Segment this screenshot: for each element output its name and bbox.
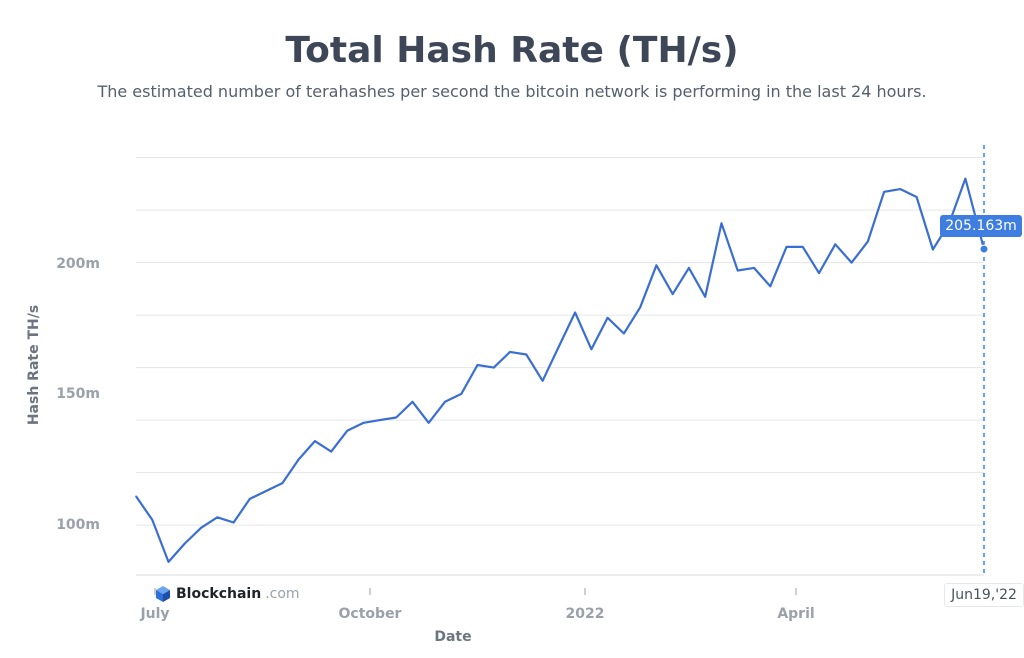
data-point	[395, 416, 398, 419]
data-point	[476, 364, 479, 366]
hover-date-label: Jun19,'22	[944, 583, 1024, 607]
data-point	[915, 196, 918, 198]
data-point	[281, 482, 284, 484]
data-point	[427, 421, 430, 424]
data-point	[671, 293, 674, 295]
data-point	[151, 519, 154, 521]
x-tick-label: 2022	[565, 606, 605, 622]
data-point	[167, 561, 170, 563]
data-point	[183, 542, 186, 545]
data-point	[818, 272, 820, 274]
data-point	[785, 246, 788, 248]
data-point	[135, 495, 137, 498]
blockchain-cube-icon	[156, 586, 170, 602]
data-point	[346, 429, 349, 432]
data-point	[314, 440, 316, 442]
data-point	[606, 316, 609, 319]
data-point	[330, 450, 332, 453]
data-point	[232, 521, 235, 524]
y-axis-label: Hash Rate TH/s	[26, 304, 42, 426]
hover-point	[979, 244, 989, 254]
data-point	[964, 177, 967, 180]
data-point	[753, 267, 755, 269]
data-point	[688, 267, 690, 269]
y-tick-label: 100m	[56, 517, 100, 533]
data-point	[525, 353, 528, 356]
data-point	[720, 222, 723, 225]
data-point	[558, 345, 560, 348]
data-point	[883, 190, 885, 193]
data-point	[639, 306, 641, 309]
data-point	[249, 498, 251, 500]
data-point	[801, 246, 804, 248]
y-tick-label: 150m	[56, 386, 100, 402]
x-axis-label: Date	[434, 629, 472, 645]
brand-suffix: .com	[265, 586, 300, 602]
data-point	[379, 419, 381, 421]
x-tick-label: April	[777, 606, 815, 622]
data-point	[492, 366, 495, 369]
x-tick-label: October	[338, 606, 402, 622]
data-point	[460, 393, 463, 395]
data-point	[867, 240, 869, 243]
data-point	[362, 421, 365, 424]
hash-rate-line	[135, 177, 986, 563]
chart-title: Total Hash Rate (TH/s)	[285, 30, 739, 71]
chart-subtitle: The estimated number of terahashes per s…	[97, 82, 927, 101]
data-point	[509, 351, 511, 353]
brand-logo[interactable]: Blockchain .com	[154, 585, 300, 603]
brand-name: Blockchain	[176, 586, 262, 602]
data-point	[200, 526, 202, 529]
data-point	[704, 295, 707, 298]
x-tick-label: July	[140, 606, 170, 622]
data-point	[769, 285, 772, 288]
data-point	[623, 332, 625, 335]
data-point	[541, 379, 544, 382]
data-point	[932, 248, 934, 251]
data-point	[850, 261, 853, 264]
data-point	[655, 264, 658, 267]
data-point	[834, 243, 837, 246]
hover-value-tooltip: 205.163m	[940, 215, 1022, 237]
data-point	[265, 490, 267, 492]
data-point	[297, 458, 300, 461]
data-point	[899, 188, 902, 190]
y-tick-label: 200m	[56, 256, 100, 272]
data-point	[574, 311, 576, 314]
data-point	[411, 400, 414, 403]
data-point	[590, 348, 593, 351]
data-point	[736, 269, 739, 272]
data-point	[444, 400, 446, 403]
data-point	[216, 516, 219, 519]
